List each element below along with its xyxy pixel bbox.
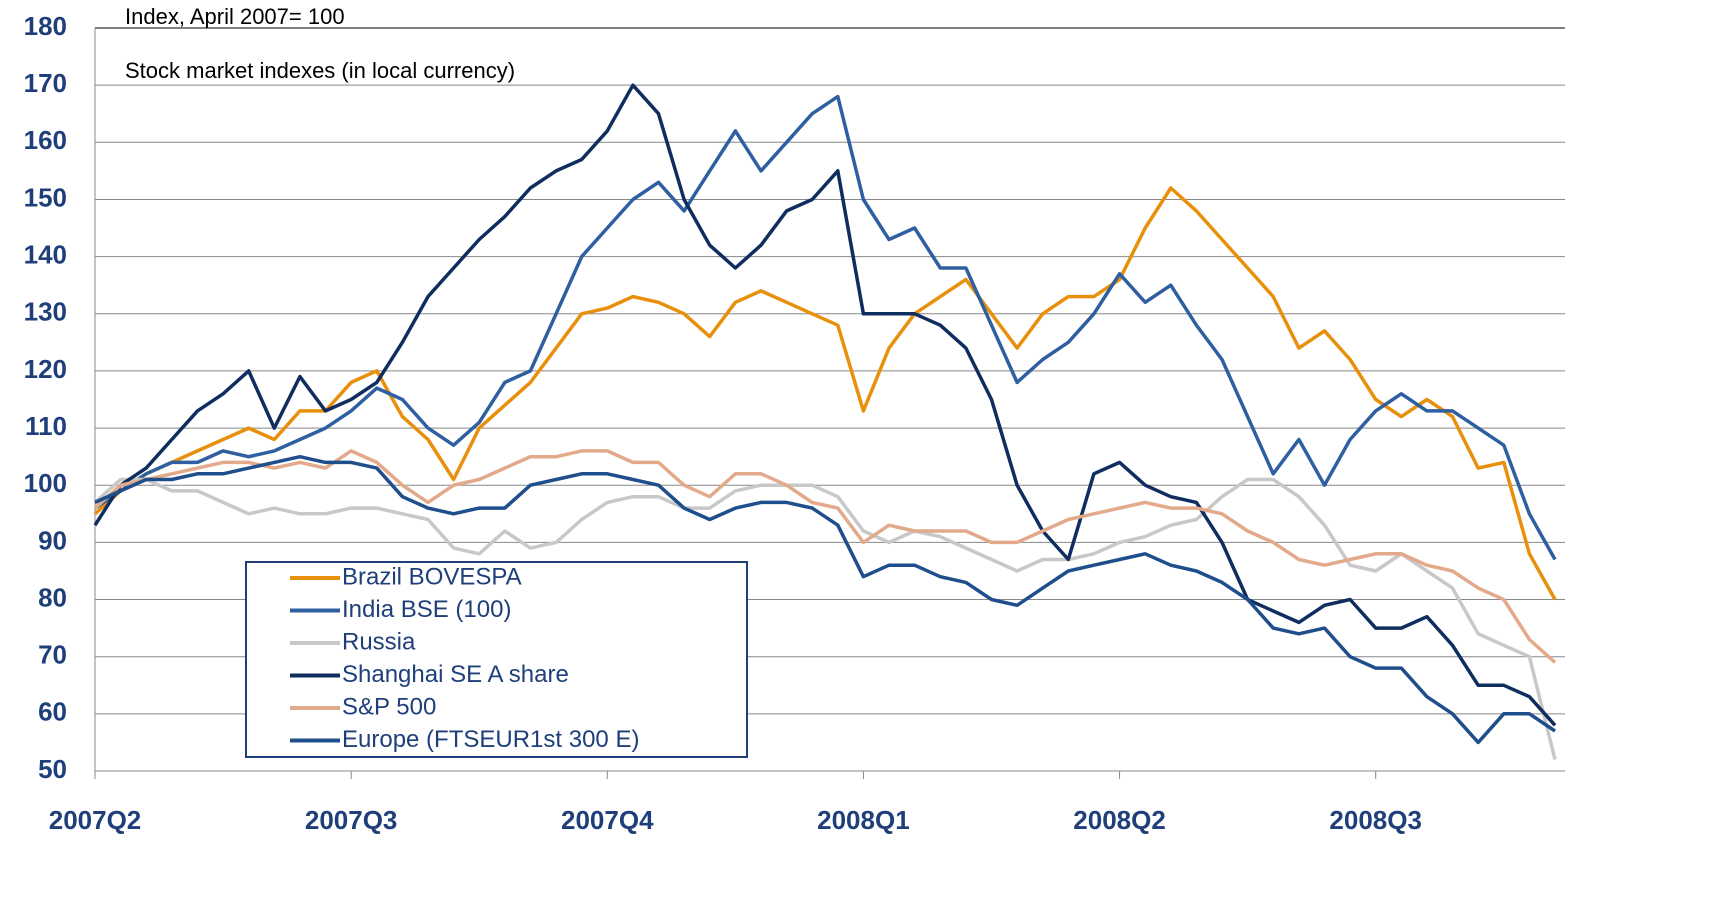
y-tick-label: 150 bbox=[24, 182, 67, 212]
y-tick-label: 180 bbox=[24, 11, 67, 41]
legend-label: Europe (FTSEUR1st 300 E) bbox=[342, 726, 639, 753]
y-tick-label: 90 bbox=[38, 525, 67, 555]
y-tick-label: 50 bbox=[38, 754, 67, 784]
x-tick-label: 2008Q3 bbox=[1329, 805, 1422, 835]
y-tick-label: 60 bbox=[38, 697, 67, 727]
y-tick-label: 110 bbox=[25, 411, 67, 441]
y-tick-label: 170 bbox=[24, 68, 67, 98]
series-line bbox=[93, 186, 1557, 601]
series-line bbox=[94, 94, 1557, 561]
y-tick-label: 140 bbox=[24, 239, 67, 269]
x-tick-label: 2008Q1 bbox=[817, 805, 910, 835]
x-tick-label: 2008Q2 bbox=[1073, 805, 1166, 835]
x-tick-label: 2007Q3 bbox=[305, 805, 398, 835]
y-tick-label: 130 bbox=[24, 297, 67, 327]
legend-box bbox=[245, 561, 748, 758]
series-line bbox=[93, 477, 1557, 761]
y-tick-label: 80 bbox=[38, 582, 67, 612]
series-line bbox=[93, 83, 1557, 727]
chart-subtitle: Index, April 2007= 100 bbox=[125, 4, 345, 29]
x-tick-label: 2007Q2 bbox=[49, 805, 142, 835]
y-tick-label: 160 bbox=[24, 125, 67, 155]
legend-label: S&P 500 bbox=[342, 693, 436, 720]
chart-title: Stock market indexes (in local currency) bbox=[125, 58, 515, 83]
legend-label: Russia bbox=[342, 628, 416, 655]
series-line bbox=[93, 449, 1557, 664]
x-tick-label: 2007Q4 bbox=[561, 805, 654, 835]
y-tick-label: 120 bbox=[24, 354, 67, 384]
y-tick-label: 100 bbox=[24, 468, 67, 498]
legend-label: Brazil BOVESPA bbox=[342, 563, 522, 590]
legend-label: Shanghai SE A share bbox=[342, 661, 569, 688]
y-tick-label: 70 bbox=[38, 640, 67, 670]
series-line bbox=[94, 454, 1556, 745]
legend-label: India BSE (100) bbox=[342, 596, 511, 623]
